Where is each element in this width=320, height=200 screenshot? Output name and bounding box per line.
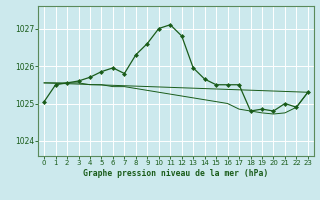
X-axis label: Graphe pression niveau de la mer (hPa): Graphe pression niveau de la mer (hPa) xyxy=(84,169,268,178)
